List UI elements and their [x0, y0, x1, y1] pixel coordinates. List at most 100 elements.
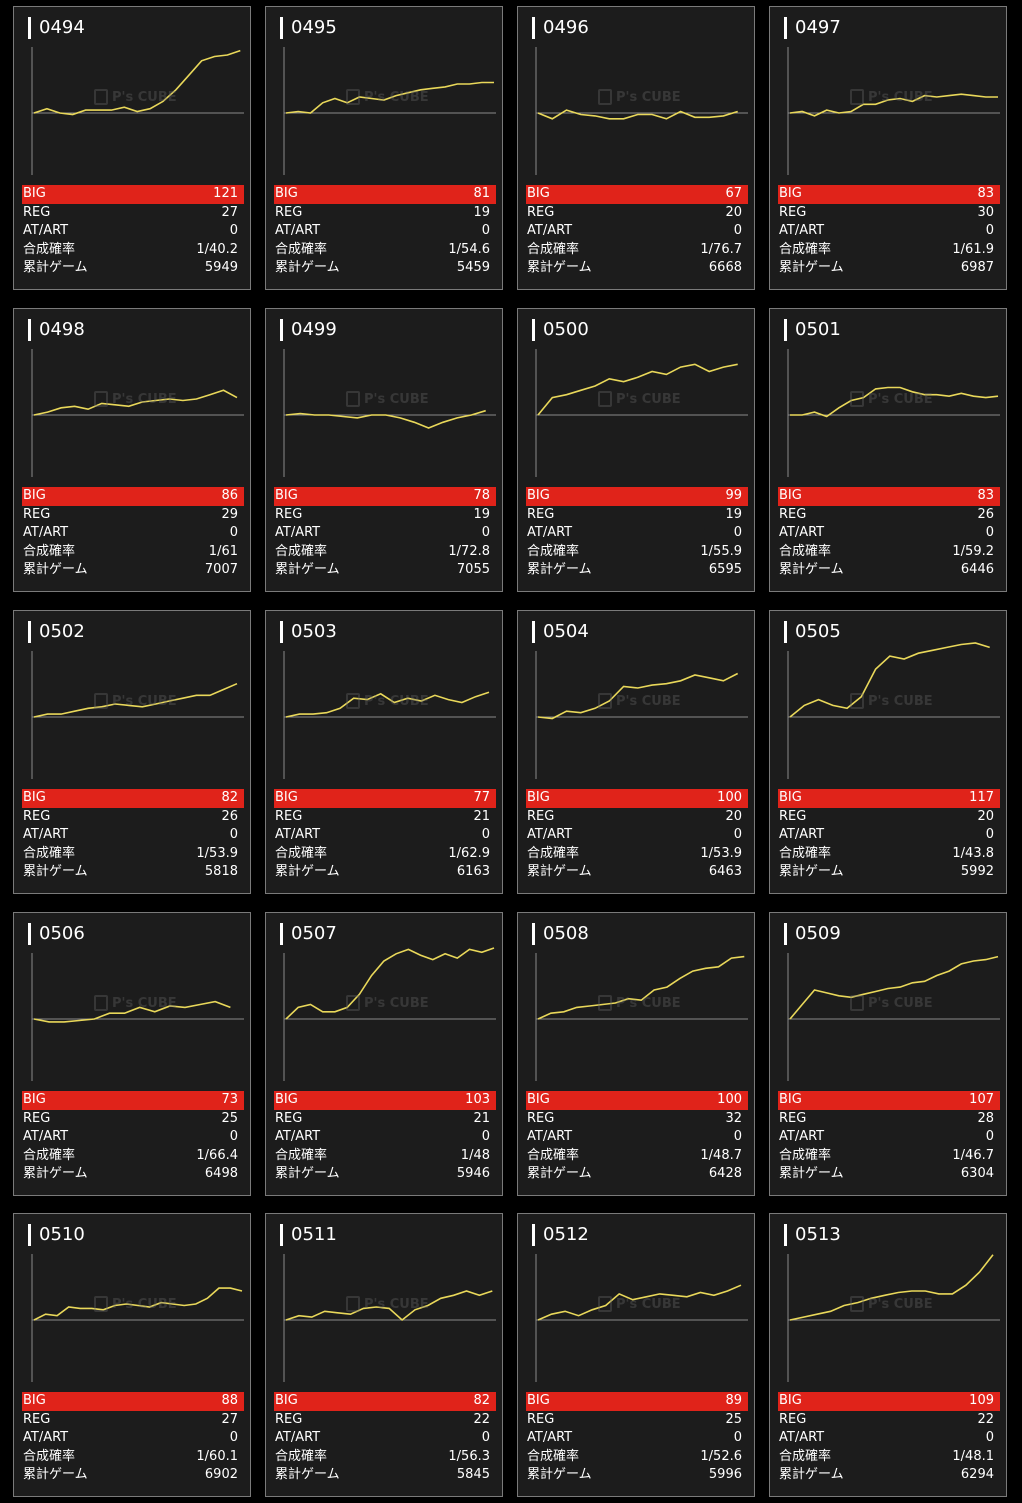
machine-number: 0508: [532, 923, 589, 945]
machine-card-0508[interactable]: P's CUBE 0508 BIG 100 REG 32 AT/ART 0 合成確率 1…: [517, 912, 755, 1196]
watermark-logo: P's CUBE: [346, 691, 432, 717]
machine-card-0503[interactable]: P's CUBE 0503 BIG 77 REG 21 AT/ART 0 合成確率 1/…: [265, 610, 503, 894]
machine-card-0500[interactable]: P's CUBE 0500 BIG 99 REG 19 AT/ART 0 合成確率 1/…: [517, 308, 755, 592]
reg-value: 20: [725, 808, 742, 824]
atart-row: AT/ART 0: [274, 222, 496, 241]
reg-row: REG 19: [526, 506, 748, 525]
slump-graph: [535, 953, 748, 1081]
graph-series-line: [33, 49, 241, 116]
machine-card-0507[interactable]: P's CUBE 0507 BIG 103 REG 21 AT/ART 0 合成確率 1…: [265, 912, 503, 1196]
machine-card-0509[interactable]: P's CUBE 0509 BIG 107 REG 28 AT/ART 0 合成確率 1…: [769, 912, 1007, 1196]
big-row: BIG 78: [274, 487, 496, 506]
big-row: BIG 82: [22, 789, 244, 808]
machine-card-0498[interactable]: P's CUBE 0498 BIG 86 REG 29 AT/ART 0 合成確率 1/…: [13, 308, 251, 592]
machine-card-0512[interactable]: P's CUBE 0512 BIG 89 REG 25 AT/ART 0 合成確率 1/…: [517, 1213, 755, 1497]
reg-row: REG 25: [526, 1411, 748, 1430]
machine-card-0497[interactable]: P's CUBE 0497 BIG 83 REG 30 AT/ART 0 合成確率 1/…: [769, 6, 1007, 290]
rate-row: 合成確率 1/62.9: [274, 845, 496, 864]
big-label: BIG: [23, 1092, 46, 1107]
games-label: 累計ゲーム: [275, 562, 340, 578]
rate-label: 合成確率: [527, 1448, 580, 1464]
machine-card-0505[interactable]: P's CUBE 0505 BIG 117 REG 20 AT/ART 0 合成確率 1…: [769, 610, 1007, 894]
machine-card-0513[interactable]: P's CUBE 0513 BIG 109 REG 22 AT/ART 0 合成確率 1…: [769, 1213, 1007, 1497]
atart-value: 0: [985, 1129, 994, 1145]
big-label: BIG: [23, 790, 46, 805]
reg-value: 28: [977, 1110, 994, 1126]
atart-value: 0: [985, 223, 994, 239]
rate-row: 合成確率 1/56.3: [274, 1448, 496, 1467]
graph-series-line: [285, 1290, 493, 1322]
graph-series-line: [33, 1000, 231, 1023]
games-label: 累計ゲーム: [275, 260, 340, 276]
games-label: 累計ゲーム: [23, 1166, 88, 1182]
watermark-logo: P's CUBE: [850, 1294, 936, 1320]
games-label: 累計ゲーム: [275, 864, 340, 880]
cube-icon: [346, 1296, 360, 1312]
watermark-logo: P's CUBE: [850, 691, 936, 717]
stats-table: BIG 103 REG 21 AT/ART 0 合成確率 1/48 累計ゲーム 5946: [274, 1091, 496, 1184]
reg-label: REG: [527, 506, 555, 522]
reg-label: REG: [23, 204, 51, 220]
atart-row: AT/ART 0: [526, 222, 748, 241]
stats-table: BIG 78 REG 19 AT/ART 0 合成確率 1/72.8 累計ゲーム 7055: [274, 487, 496, 580]
reg-label: REG: [23, 506, 51, 522]
games-label: 累計ゲーム: [275, 1166, 340, 1182]
machine-card-0494[interactable]: P's CUBE 0494 BIG 121 REG 27 AT/ART 0 合成確率 1…: [13, 6, 251, 290]
reg-row: REG 30: [778, 204, 1000, 223]
games-value: 5459: [456, 260, 490, 276]
big-row: BIG 109: [778, 1392, 1000, 1411]
graph-series-line: [285, 691, 490, 718]
machine-card-0495[interactable]: P's CUBE 0495 BIG 81 REG 19 AT/ART 0 合成確率 1/…: [265, 6, 503, 290]
games-row: 累計ゲーム 6987: [778, 259, 1000, 278]
machine-number: 0509: [784, 923, 841, 945]
big-label: BIG: [23, 186, 46, 201]
machine-card-0506[interactable]: P's CUBE 0506 BIG 73 REG 25 AT/ART 0 合成確率 1/…: [13, 912, 251, 1196]
watermark-label: P's CUBE: [616, 996, 681, 1011]
machine-card-0499[interactable]: P's CUBE 0499 BIG 78 REG 19 AT/ART 0 合成確率 1/…: [265, 308, 503, 592]
machine-card-0510[interactable]: P's CUBE 0510 BIG 88 REG 27 AT/ART 0 合成確率 1/…: [13, 1213, 251, 1497]
machine-card-0496[interactable]: P's CUBE 0496 BIG 67 REG 20 AT/ART 0 合成確率 1/…: [517, 6, 755, 290]
rate-label: 合成確率: [23, 241, 76, 257]
atart-label: AT/ART: [527, 1430, 573, 1446]
watermark-logo: P's CUBE: [598, 87, 684, 113]
machine-card-0501[interactable]: P's CUBE 0501 BIG 83 REG 26 AT/ART 0 合成確率 1/…: [769, 308, 1007, 592]
watermark-label: P's CUBE: [868, 1297, 933, 1312]
games-label: 累計ゲーム: [527, 1166, 592, 1182]
machine-card-0504[interactable]: P's CUBE 0504 BIG 100 REG 20 AT/ART 0 合成確率 1…: [517, 610, 755, 894]
slump-graph: [31, 47, 244, 175]
machine-card-0511[interactable]: P's CUBE 0511 BIG 82 REG 22 AT/ART 0 合成確率 1/…: [265, 1213, 503, 1497]
slump-graph: [787, 642, 1000, 779]
reg-row: REG 27: [22, 204, 244, 223]
graph-series-line: [789, 642, 990, 718]
watermark-logo: P's CUBE: [346, 389, 432, 415]
big-row: BIG 67: [526, 185, 748, 204]
rate-label: 合成確率: [23, 1147, 76, 1163]
atart-row: AT/ART 0: [22, 1429, 244, 1448]
big-value: 82: [473, 1393, 490, 1408]
watermark-label: P's CUBE: [868, 694, 933, 709]
rate-label: 合成確率: [779, 543, 832, 559]
reg-label: REG: [23, 808, 51, 824]
reg-row: REG 29: [22, 506, 244, 525]
big-row: BIG 82: [274, 1392, 496, 1411]
graph-series-line: [789, 955, 999, 1020]
rate-row: 合成確率 1/52.6: [526, 1448, 748, 1467]
atart-row: AT/ART 0: [778, 222, 1000, 241]
machine-card-0502[interactable]: P's CUBE 0502 BIG 82 REG 26 AT/ART 0 合成確率 1/…: [13, 610, 251, 894]
big-label: BIG: [527, 488, 550, 503]
big-value: 121: [213, 186, 238, 201]
rate-value: 1/62.9: [448, 845, 490, 861]
atart-value: 0: [481, 827, 490, 843]
machine-number: 0501: [784, 319, 841, 341]
games-row: 累計ゲーム 6668: [526, 259, 748, 278]
rate-label: 合成確率: [779, 241, 832, 257]
big-value: 103: [465, 1092, 490, 1107]
games-value: 6294: [960, 1467, 994, 1483]
big-value: 77: [473, 790, 490, 805]
big-value: 100: [717, 790, 742, 805]
atart-label: AT/ART: [275, 827, 321, 843]
watermark-label: P's CUBE: [364, 996, 429, 1011]
slump-graph: [787, 953, 1000, 1081]
big-value: 89: [725, 1393, 742, 1408]
